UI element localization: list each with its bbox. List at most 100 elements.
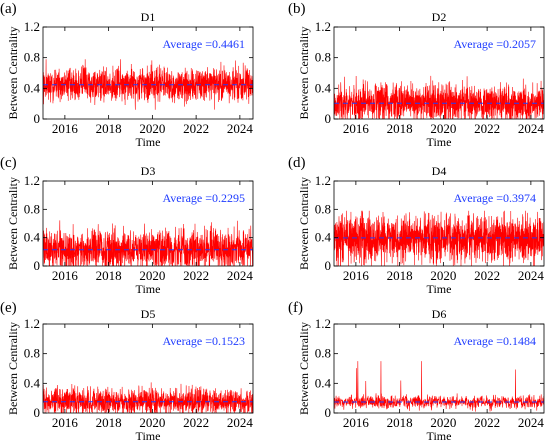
chart-title: D5 xyxy=(141,307,156,321)
x-tick-label: 2016 xyxy=(52,121,79,136)
chart-panel-d3: (c) D3 0 0.4 0.8 1.2 2016 2018 2020 2022 2024 Time B… xyxy=(0,155,254,296)
x-tick-label: 2022 xyxy=(474,268,500,283)
x-tick-label: 2020 xyxy=(139,121,165,136)
series-line xyxy=(43,59,253,110)
y-axis-label: Between Centrality xyxy=(297,177,311,270)
y-tick-label: 1.2 xyxy=(315,19,331,34)
panel-label: (d) xyxy=(288,155,306,171)
plot-frame xyxy=(42,180,254,267)
x-tick-label: 2024 xyxy=(227,268,254,283)
series-line xyxy=(334,361,544,412)
y-tick-label: 0 xyxy=(34,405,41,420)
y-tick-label: 0 xyxy=(34,258,41,273)
average-annotation: Average =0.4461 xyxy=(162,37,245,51)
x-tick-label: 2024 xyxy=(518,415,545,430)
panel-label: (c) xyxy=(0,155,17,171)
x-tick-label: 2018 xyxy=(96,415,122,430)
chart-panel-d4: (d) D4 0 0.4 0.8 1.2 2016 2018 2020 2022 2024 Time B… xyxy=(288,155,545,296)
plot-frame xyxy=(333,323,545,414)
y-axis-label: Between Centrality xyxy=(6,322,20,415)
y-tick-label: 0.4 xyxy=(315,375,332,390)
x-tick-label: 2018 xyxy=(387,121,413,136)
average-annotation: Average =0.2295 xyxy=(162,191,245,205)
series-line xyxy=(43,220,253,266)
y-tick-label: 0 xyxy=(325,405,332,420)
x-tick-label: 2020 xyxy=(430,415,456,430)
x-tick-label: 2022 xyxy=(183,415,209,430)
y-tick-label: 0.8 xyxy=(315,50,331,65)
panel-label: (a) xyxy=(0,1,17,17)
x-tick-label: 2024 xyxy=(227,121,254,136)
y-tick-label: 0.8 xyxy=(24,50,40,65)
series-line xyxy=(43,382,253,413)
x-tick-label: 2024 xyxy=(518,268,545,283)
y-tick-label: 1.2 xyxy=(315,173,331,188)
x-tick-label: 2016 xyxy=(52,415,79,430)
chart-title: D2 xyxy=(432,10,447,24)
panel-label: (f) xyxy=(288,300,303,316)
x-tick-label: 2016 xyxy=(343,415,370,430)
series-line xyxy=(334,75,544,119)
x-tick-label: 2018 xyxy=(387,415,413,430)
y-axis-label: Between Centrality xyxy=(297,27,311,120)
x-axis-label: Time xyxy=(136,429,161,443)
x-tick-label: 2022 xyxy=(474,121,500,136)
x-tick-label: 2020 xyxy=(139,268,165,283)
chart-title: D4 xyxy=(432,164,447,178)
x-axis-label: Time xyxy=(136,282,161,296)
x-tick-label: 2016 xyxy=(52,268,79,283)
x-tick-label: 2016 xyxy=(343,121,370,136)
x-tick-label: 2020 xyxy=(139,415,165,430)
x-tick-label: 2018 xyxy=(96,268,122,283)
y-tick-label: 0.8 xyxy=(24,201,40,216)
chart-panel-d5: (e) D5 0 0.4 0.8 1.2 2016 2018 2020 2022 2024 Time B… xyxy=(0,300,254,443)
x-axis-label: Time xyxy=(427,282,452,296)
y-tick-label: 1.2 xyxy=(24,316,40,331)
x-tick-label: 2024 xyxy=(227,415,254,430)
chart-panel-d1: (a) D1 0 0.4 0.8 1.2 2016 2018 2020 2022 2024 Time B… xyxy=(0,1,254,149)
x-tick-label: 2022 xyxy=(474,415,500,430)
chart-title: D6 xyxy=(432,307,447,321)
x-axis-label: Time xyxy=(427,429,452,443)
y-axis-label: Between Centrality xyxy=(6,27,20,120)
x-tick-label: 2022 xyxy=(183,121,209,136)
y-tick-label: 0.8 xyxy=(24,346,40,361)
chart-panel-d2: (b) D2 0 0.4 0.8 1.2 2016 2018 2020 2022 2024 Time B… xyxy=(288,1,545,149)
x-tick-label: 2020 xyxy=(430,121,456,136)
y-tick-label: 0 xyxy=(34,111,41,126)
panel-label: (b) xyxy=(288,1,306,17)
y-tick-label: 0 xyxy=(325,111,332,126)
y-tick-label: 1.2 xyxy=(315,316,331,331)
average-annotation: Average =0.3974 xyxy=(453,191,536,205)
y-axis-label: Between Centrality xyxy=(297,322,311,415)
y-axis-label: Between Centrality xyxy=(6,177,20,270)
chart-panel-d6: (f) D6 0 0.4 0.8 1.2 2016 2018 2020 2022 2024 Time B… xyxy=(288,300,545,443)
plot-frame xyxy=(333,180,545,267)
x-tick-label: 2016 xyxy=(343,268,370,283)
y-tick-label: 0.4 xyxy=(315,80,332,95)
plot-frame xyxy=(42,26,254,120)
y-tick-label: 0.4 xyxy=(24,80,41,95)
x-tick-label: 2022 xyxy=(183,268,209,283)
plot-frame xyxy=(42,323,254,414)
plot-frame xyxy=(333,26,545,120)
y-tick-label: 0.8 xyxy=(315,346,331,361)
x-tick-label: 2020 xyxy=(430,268,456,283)
x-tick-label: 2018 xyxy=(387,268,413,283)
chart-title: D1 xyxy=(141,10,156,24)
y-tick-label: 0 xyxy=(325,258,332,273)
x-tick-label: 2018 xyxy=(96,121,122,136)
chart-title: D3 xyxy=(141,164,156,178)
y-tick-label: 1.2 xyxy=(24,173,40,188)
average-annotation: Average =0.1523 xyxy=(162,334,245,348)
y-tick-label: 0.4 xyxy=(24,230,41,245)
x-tick-label: 2024 xyxy=(518,121,545,136)
y-tick-label: 1.2 xyxy=(24,19,40,34)
average-annotation: Average =0.1484 xyxy=(453,334,536,348)
panel-label: (e) xyxy=(0,300,17,316)
y-tick-label: 0.4 xyxy=(24,375,41,390)
y-tick-label: 0.8 xyxy=(315,201,331,216)
y-tick-label: 0.4 xyxy=(315,230,332,245)
x-axis-label: Time xyxy=(136,135,161,149)
